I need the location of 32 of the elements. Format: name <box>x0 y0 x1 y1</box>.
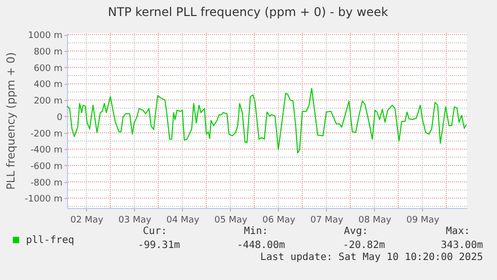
x-tick-label: 07 May <box>310 216 344 226</box>
x-tick-label: 02 May <box>70 216 104 226</box>
text: Avg: <box>344 226 368 237</box>
y-tick-label: 1000 m <box>28 31 62 42</box>
text: -99.31m <box>138 240 180 251</box>
y-tick-label: 600 m <box>34 64 62 74</box>
x-tick-label: 06 May <box>262 216 296 226</box>
x-tick-label: 03 May <box>118 216 152 226</box>
x-tick-label: 09 May <box>406 216 440 226</box>
y-tick-label: -200 m <box>30 129 62 140</box>
text: Min: <box>244 226 268 237</box>
y-tick-label: -800 m <box>30 178 62 188</box>
text: -448.00m <box>236 240 285 251</box>
y-tick-label: 800 m <box>34 47 62 58</box>
legend-label: pll-freq <box>26 235 74 246</box>
text: Cur: <box>142 226 167 237</box>
y-axis-title: PLL frequency (ppm + 0) <box>4 52 18 190</box>
line-series <box>66 88 467 154</box>
y-tick-label: -400 m <box>30 146 62 156</box>
x-tick-label: 08 May <box>358 216 392 226</box>
x-tick-label: 05 May <box>214 216 248 226</box>
y-tick-label: 200 m <box>34 96 62 107</box>
y-tick-label: -1000 m <box>24 194 62 205</box>
y-tick-label: 0 <box>56 112 63 123</box>
chart-title: NTP kernel PLL frequency (ppm + 0) - by week <box>108 5 388 19</box>
y-tick-label: -600 m <box>30 162 62 172</box>
text: Max: <box>446 226 470 237</box>
text: 343.00m <box>440 240 483 251</box>
text: -20.82m <box>342 240 385 251</box>
y-tick-label: 400 m <box>34 80 62 90</box>
text: Last update: Sat May 10 10:20:00 2025 <box>260 252 483 263</box>
x-tick-label: 04 May <box>166 216 200 226</box>
